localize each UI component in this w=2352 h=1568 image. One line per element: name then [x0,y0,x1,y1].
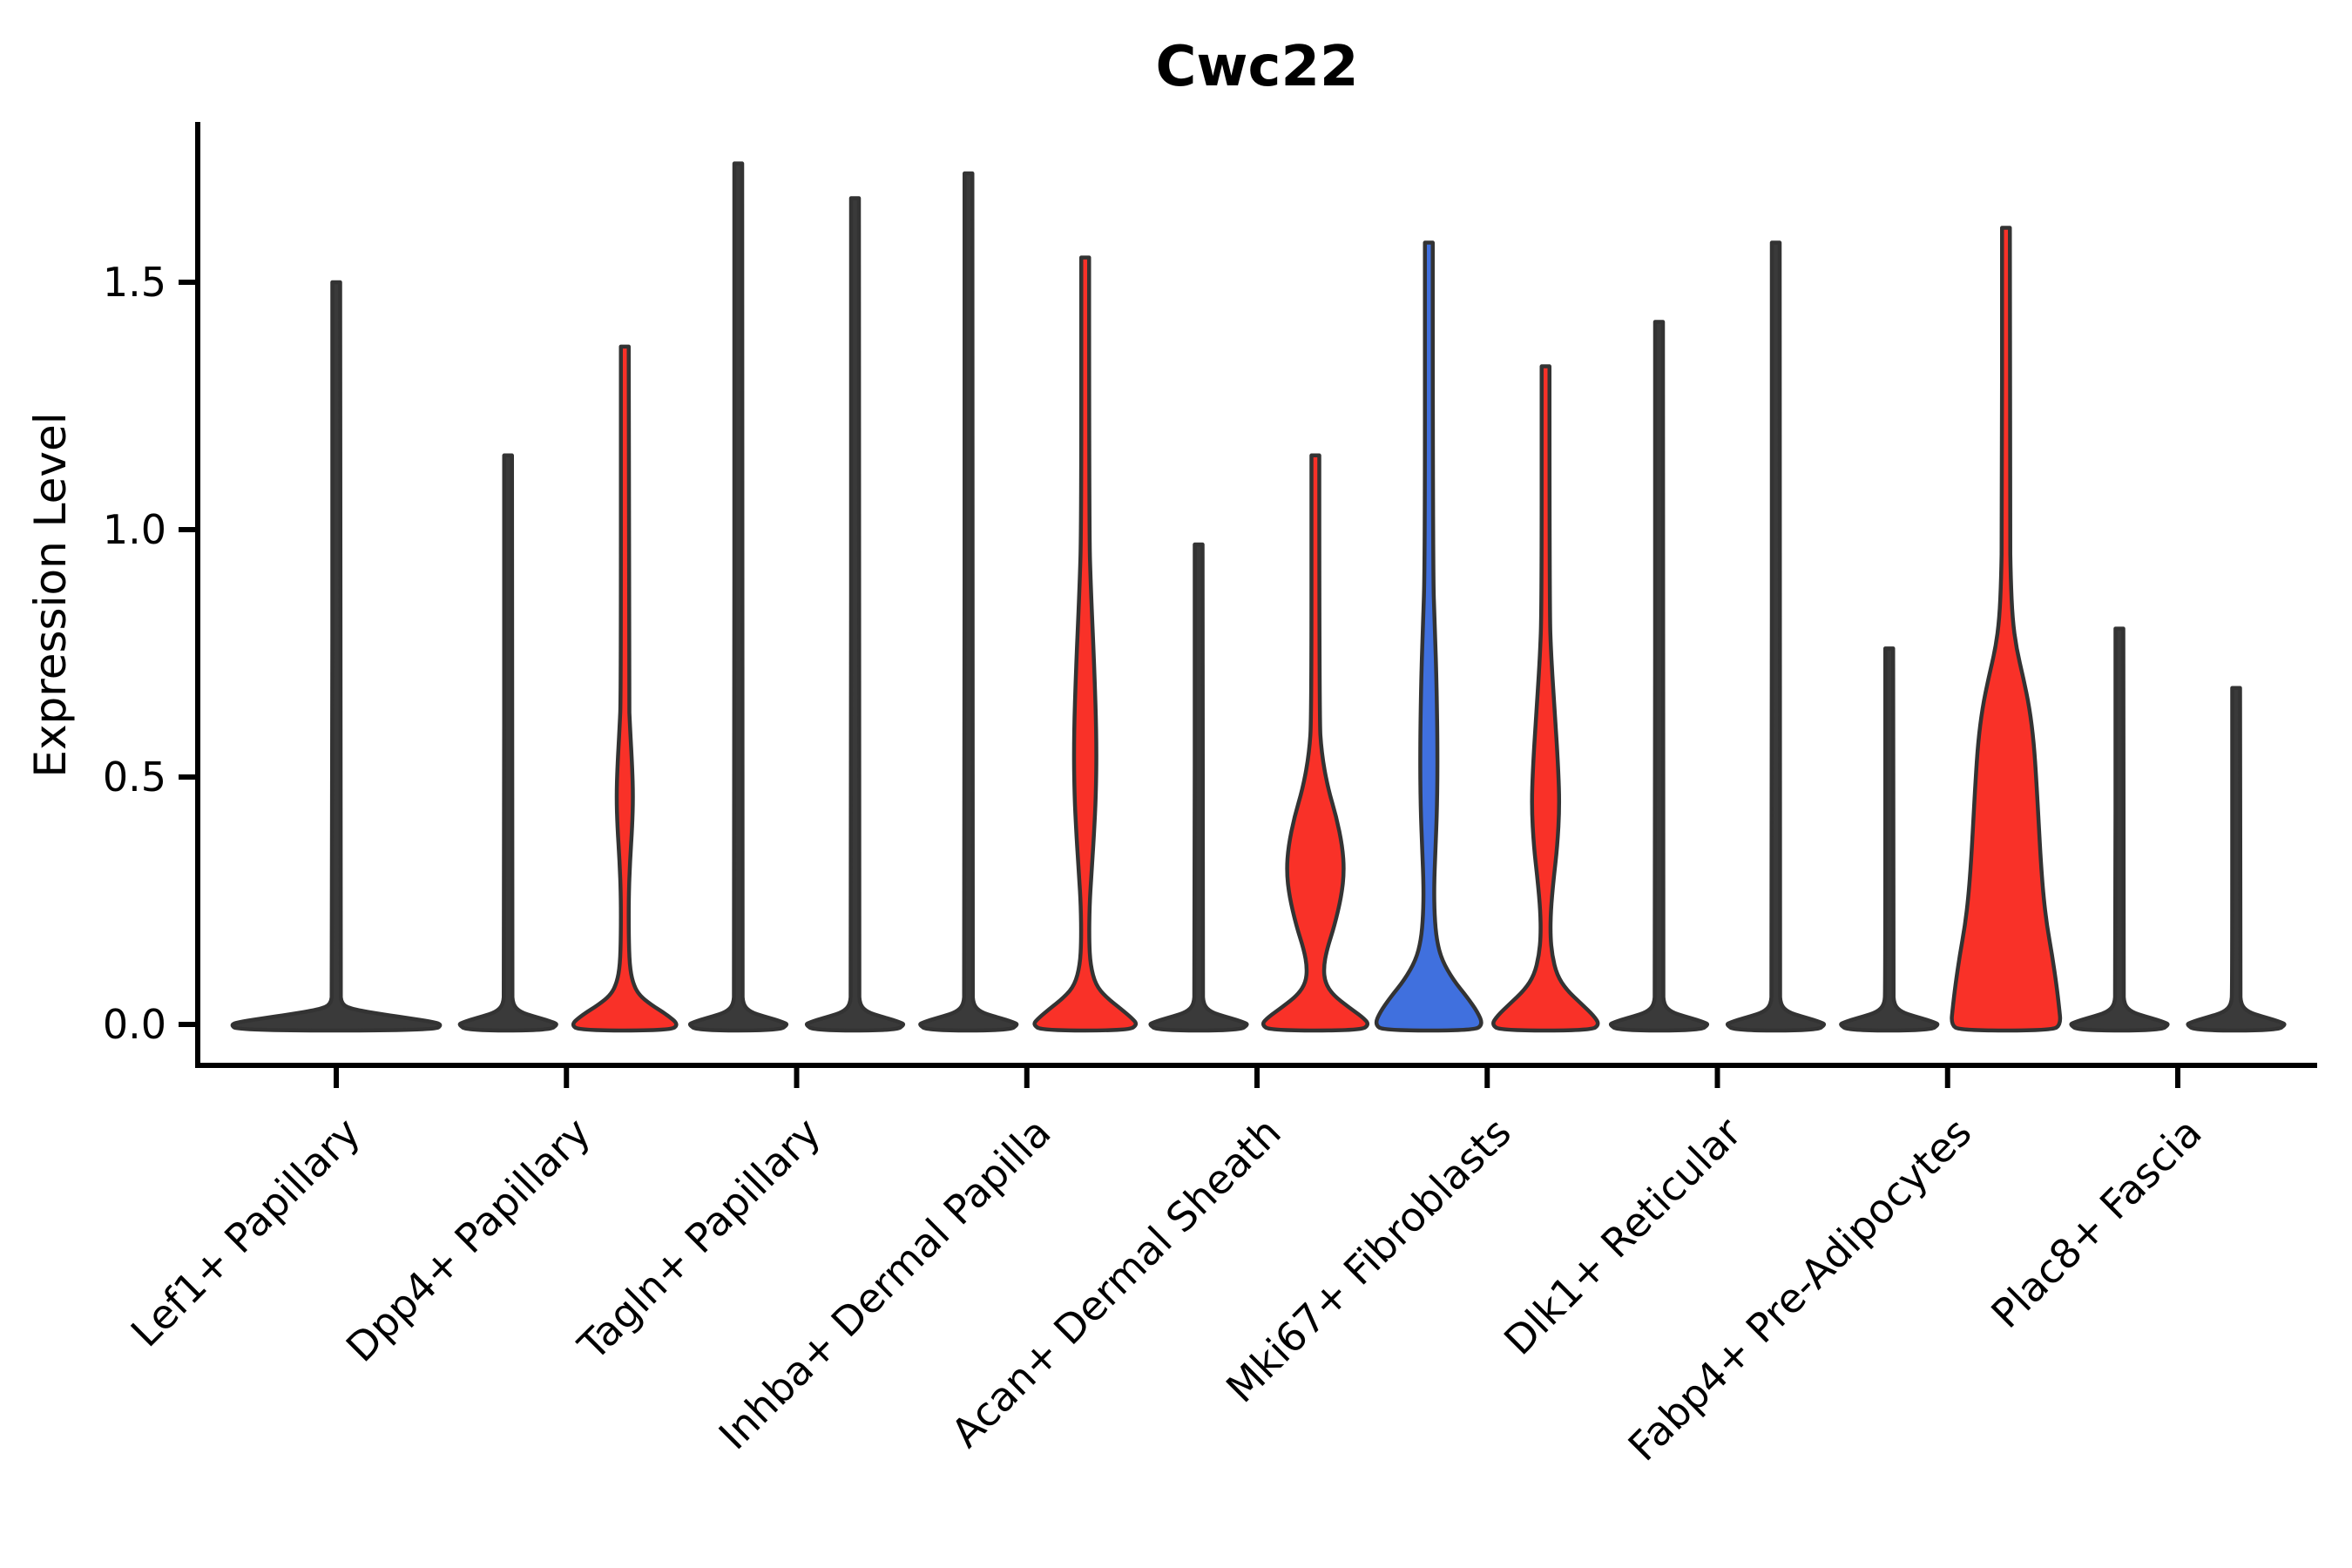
violin-7-1-red [1950,226,2063,1033]
y-axis-label: Expression Level [25,412,76,777]
violin-5-1-red [1491,364,1600,1033]
chart-title: Cwc22 [1155,35,1358,99]
violin-5-0-blue [1374,240,1484,1033]
violin-1-0-dark [457,453,558,1033]
violin-2-1-dark [804,196,906,1033]
violin-4-1-red [1261,453,1369,1033]
violin-1-1-red [571,344,679,1033]
violin-4-0-dark [1148,542,1249,1033]
violin-2-0-dark [687,161,789,1033]
violin-8-1-dark [2186,686,2287,1033]
violin-0-0-dark [230,280,443,1033]
violins-layer [230,161,2287,1033]
violin-3-1-red [1032,255,1139,1033]
x-tick-label: Dpp4+ Papillary [337,1109,599,1371]
y-tick-label: 1.5 [103,259,166,306]
x-tick-label: Lef1+ Papillary [122,1109,369,1356]
violin-6-1-dark [1725,240,1827,1033]
y-tick-label: 1.0 [103,506,166,553]
y-tick-label: 0.5 [103,754,166,801]
x-tick-label: Plac8+ Fascia [1982,1109,2210,1337]
x-tick-label: Tagln+ Papillary [569,1109,830,1370]
violin-3-0-dark [918,171,1019,1033]
violin-6-0-dark [1608,320,1710,1033]
x-tick-label: Dlk1+ Reticular [1495,1109,1750,1364]
violin-7-0-dark [1839,646,1940,1033]
violin-8-0-dark [2069,626,2170,1033]
y-tick-label: 0.0 [103,1001,166,1048]
